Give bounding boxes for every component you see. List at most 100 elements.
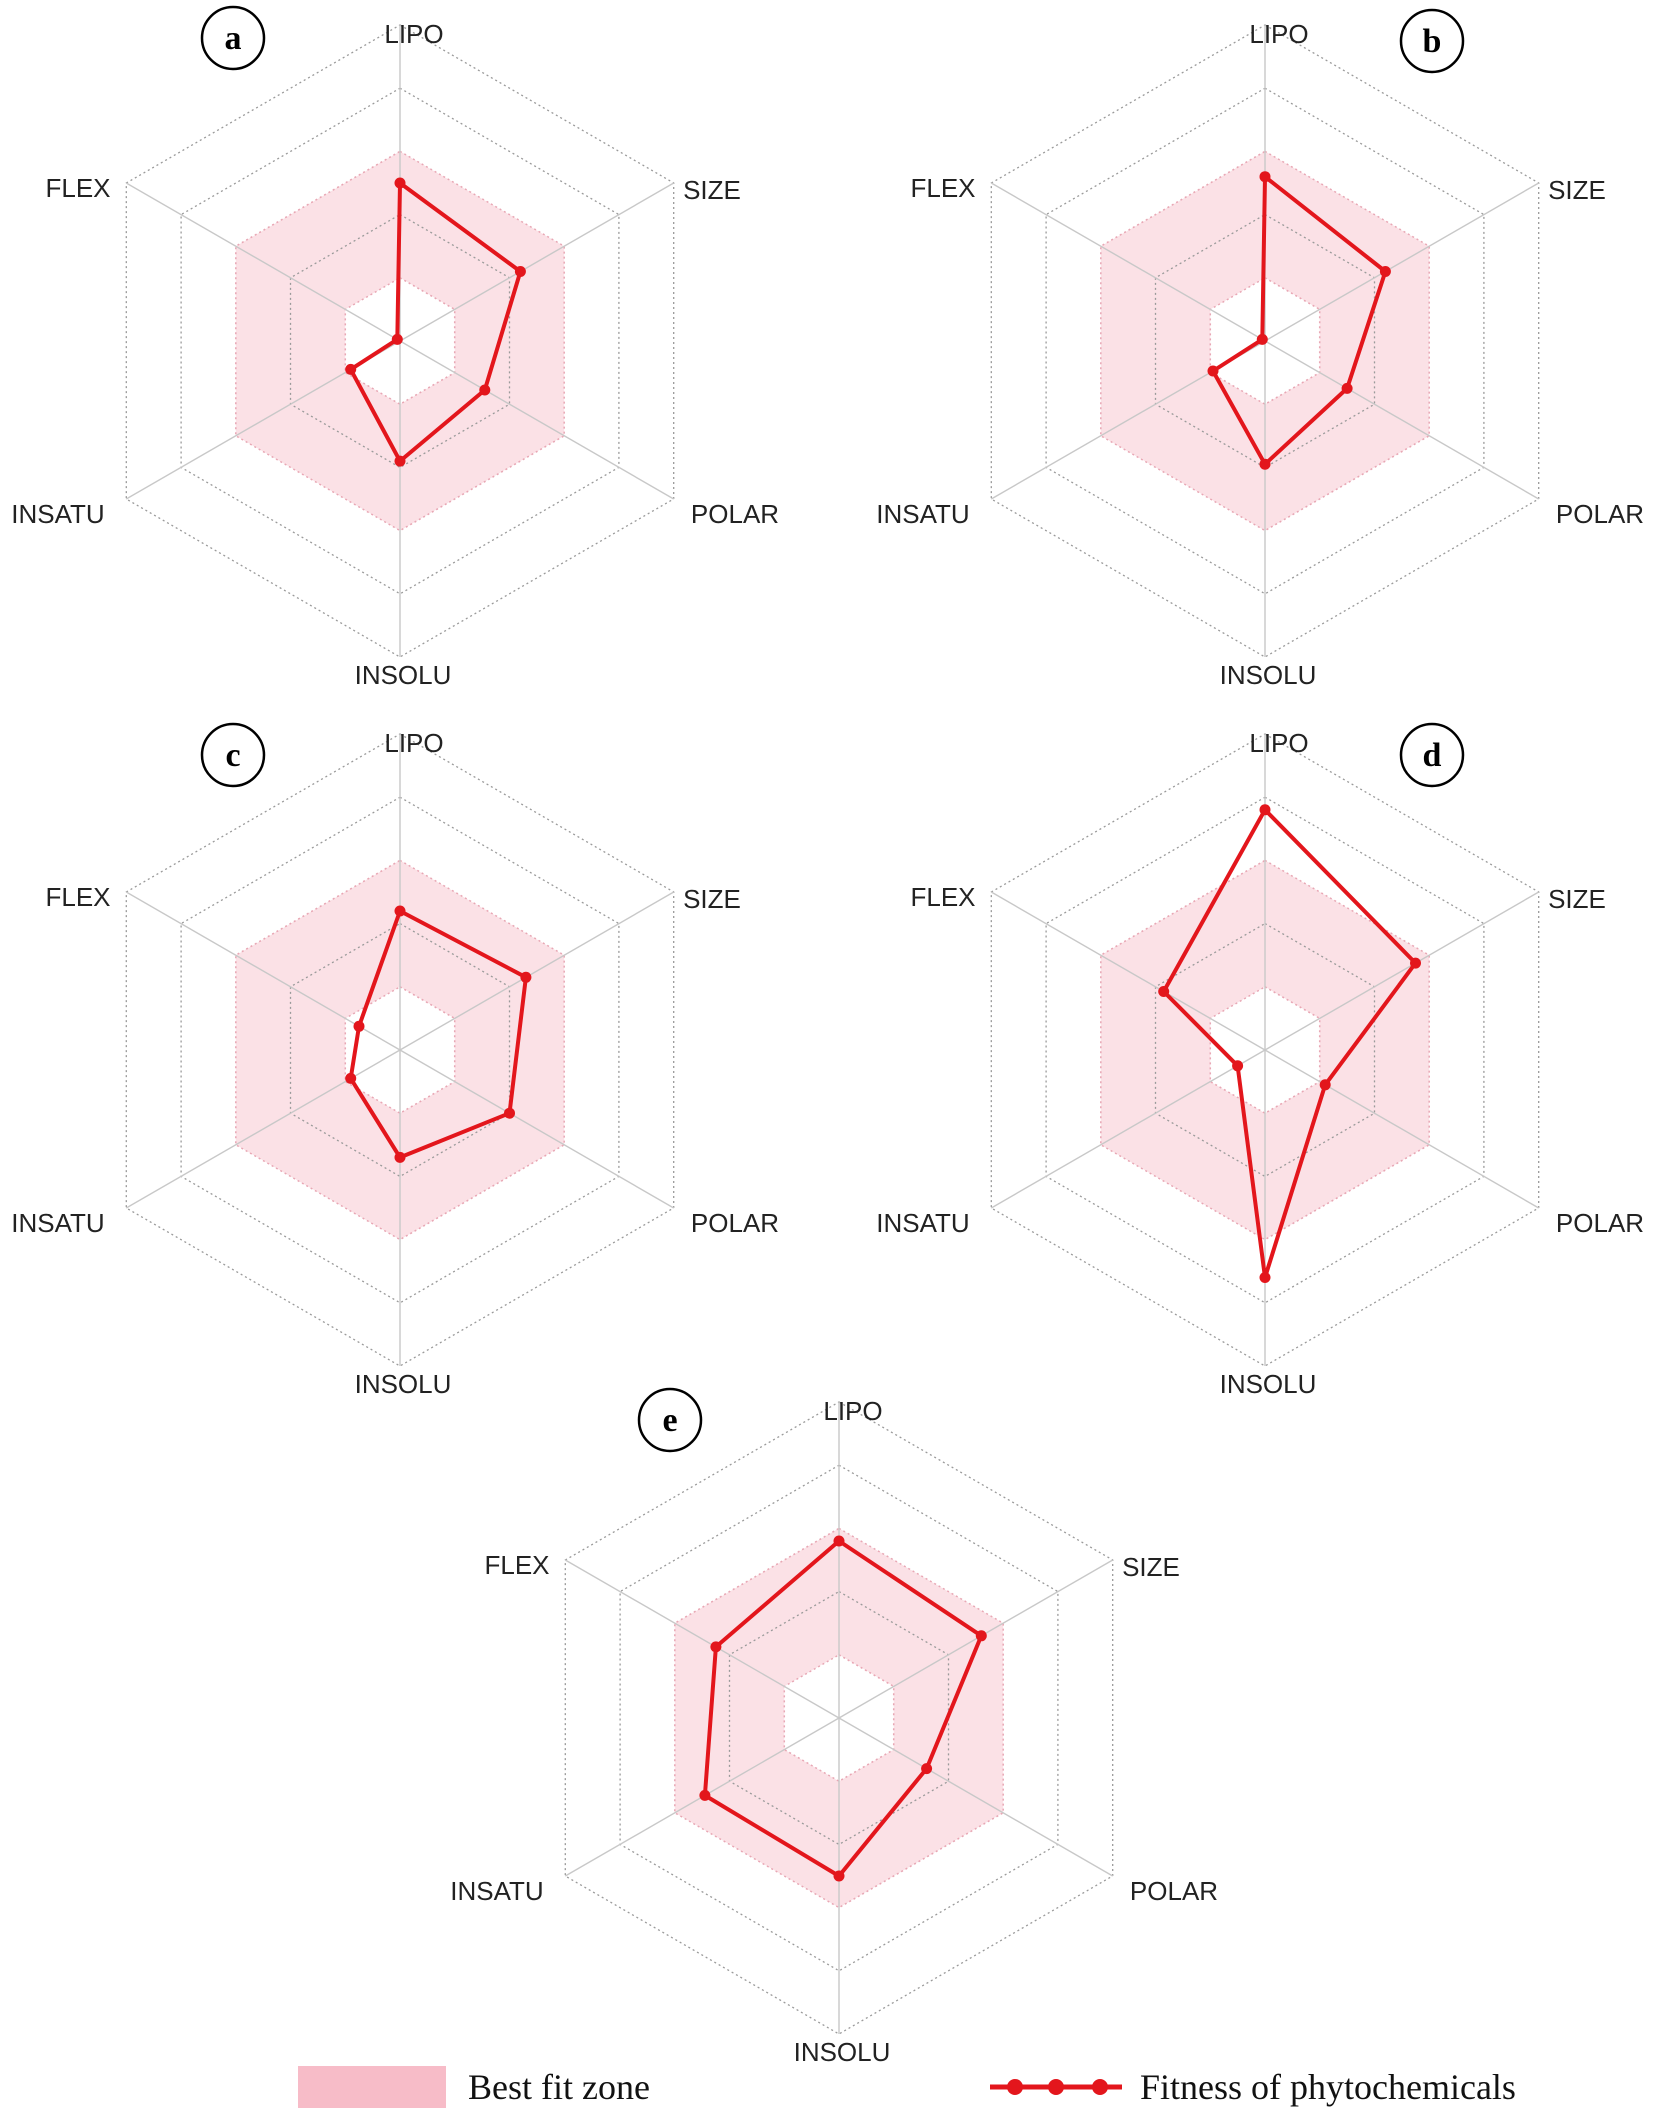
radar-panel-b: LIPO SIZE POLAR INSOLU INSATU FLEX b (876, 8, 1644, 690)
data-point-flex (1158, 986, 1170, 997)
axis-spoke-size (399, 891, 675, 1051)
panel-letter: a (225, 20, 242, 57)
data-point-insolu (1259, 1272, 1271, 1283)
axis-label-size: SIZE (1122, 1552, 1180, 1582)
data-point-flex (1256, 333, 1268, 345)
panel-letter-circle (637, 1387, 703, 1453)
axis-label-polar: POLAR (691, 499, 779, 529)
data-point-size (975, 1630, 987, 1642)
axis-label-lipo: LIPO (1249, 19, 1308, 49)
data-point-lipo (833, 1535, 845, 1547)
axis-spoke-flex (125, 182, 401, 342)
axis-spoke-insatu (990, 1049, 1266, 1209)
axis-spoke-polar (1264, 1049, 1540, 1209)
axis-label-polar: POLAR (691, 1208, 779, 1238)
data-point-polar (1319, 1079, 1331, 1091)
radar-panel-a: LIPO SIZE POLAR INSOLU INSATU FLEX a (11, 5, 779, 690)
data-point-lipo (1259, 171, 1271, 183)
data-point-insatu (1232, 1060, 1244, 1072)
axis-spoke-polar (399, 1049, 675, 1209)
data-point-lipo (394, 177, 406, 189)
legend-series-marker (1092, 2079, 1108, 2095)
data-point-size (1410, 957, 1421, 969)
data-point-size (520, 971, 532, 983)
panel-letter-circle (200, 722, 266, 788)
data-point-insatu (345, 363, 357, 375)
data-point-insatu (345, 1072, 357, 1084)
axis-label-insatu: INSATU (876, 499, 969, 529)
panel-letter: d (1423, 737, 1442, 774)
data-point-flex (391, 333, 403, 345)
data-point-insatu (1207, 365, 1219, 377)
axis-label-size: SIZE (1548, 884, 1606, 914)
legend-best-fit-label: Best fit zone (468, 2067, 650, 2107)
data-point-polar (1341, 382, 1353, 394)
data-point-polar (504, 1107, 515, 1119)
axis-label-size: SIZE (1548, 175, 1606, 205)
legend-series-marker (1007, 2079, 1023, 2095)
data-point-flex (353, 1020, 365, 1032)
data-point-size (1379, 266, 1391, 277)
axis-spoke-size (1264, 891, 1540, 1051)
data-point-insolu (394, 1151, 406, 1163)
data-point-insolu (1259, 458, 1271, 470)
axis-label-insolu: INSOLU (794, 2037, 891, 2067)
axis-spoke-polar (399, 340, 675, 500)
axis-label-polar: POLAR (1130, 1876, 1218, 1906)
best-fit-zone (674, 1528, 1004, 1908)
axis-label-size: SIZE (683, 175, 741, 205)
data-point-size (514, 266, 526, 277)
legend-series-marker (1048, 2079, 1064, 2095)
axis-spoke-size (399, 182, 675, 342)
radar-panel-e: LIPO SIZE POLAR INSOLU INSATU FLEX e (450, 1387, 1218, 2067)
legend-series-label: Fitness of phytochemicals (1140, 2067, 1516, 2107)
axis-label-insolu: INSOLU (355, 660, 452, 690)
data-point-insolu (394, 455, 406, 467)
legend: Best fit zone Fitness of phytochemicals (298, 2066, 1516, 2108)
best-fit-zone (235, 151, 565, 531)
axis-spoke-polar (838, 1717, 1114, 1877)
axis-spoke-flex (990, 182, 1266, 342)
panel-letter: e (662, 1402, 677, 1439)
radar-panel-c: LIPO SIZE POLAR INSOLU INSATU FLEX c (11, 722, 779, 1399)
panel-letter-circle (1399, 722, 1465, 788)
axis-label-lipo: LIPO (384, 728, 443, 758)
data-point-polar (921, 1763, 933, 1775)
axis-label-polar: POLAR (1556, 1208, 1644, 1238)
axis-label-insatu: INSATU (450, 1876, 543, 1906)
panel-letter-circle (200, 5, 266, 71)
axis-label-flex: FLEX (910, 173, 975, 203)
data-point-insatu (699, 1789, 711, 1801)
axis-label-polar: POLAR (1556, 499, 1644, 529)
legend-best-fit-swatch (298, 2066, 446, 2108)
data-point-lipo (394, 905, 406, 917)
radar-panels: LIPO SIZE POLAR INSOLU INSATU FLEX a LIPO SIZE PO… (11, 5, 1644, 2067)
axis-label-flex: FLEX (45, 173, 110, 203)
axis-spoke-flex (564, 1559, 840, 1719)
axis-spoke-flex (990, 891, 1266, 1051)
data-point-flex (710, 1641, 722, 1653)
axis-label-size: SIZE (683, 884, 741, 914)
axis-spoke-size (838, 1559, 1114, 1719)
axis-label-insolu: INSOLU (1220, 660, 1317, 690)
axis-label-flex: FLEX (45, 882, 110, 912)
radar-panel-d: LIPO SIZE POLAR INSOLU INSATU FLEX d (876, 722, 1644, 1399)
axis-label-insolu: INSOLU (1220, 1369, 1317, 1399)
best-fit-zone (1100, 151, 1430, 531)
panel-letter: c (225, 737, 240, 774)
axis-spoke-size (1264, 182, 1540, 342)
axis-label-insatu: INSATU (11, 1208, 104, 1238)
axis-label-lipo: LIPO (384, 19, 443, 49)
data-point-polar (479, 384, 491, 396)
axis-label-flex: FLEX (484, 1550, 549, 1580)
data-point-lipo (1259, 804, 1271, 816)
axis-label-insolu: INSOLU (355, 1369, 452, 1399)
axis-label-flex: FLEX (910, 882, 975, 912)
axis-label-lipo: LIPO (823, 1396, 882, 1426)
axis-label-insatu: INSATU (876, 1208, 969, 1238)
data-point-insolu (833, 1870, 845, 1882)
axis-label-insatu: INSATU (11, 499, 104, 529)
axis-label-lipo: LIPO (1249, 728, 1308, 758)
panel-letter-circle (1399, 8, 1465, 74)
